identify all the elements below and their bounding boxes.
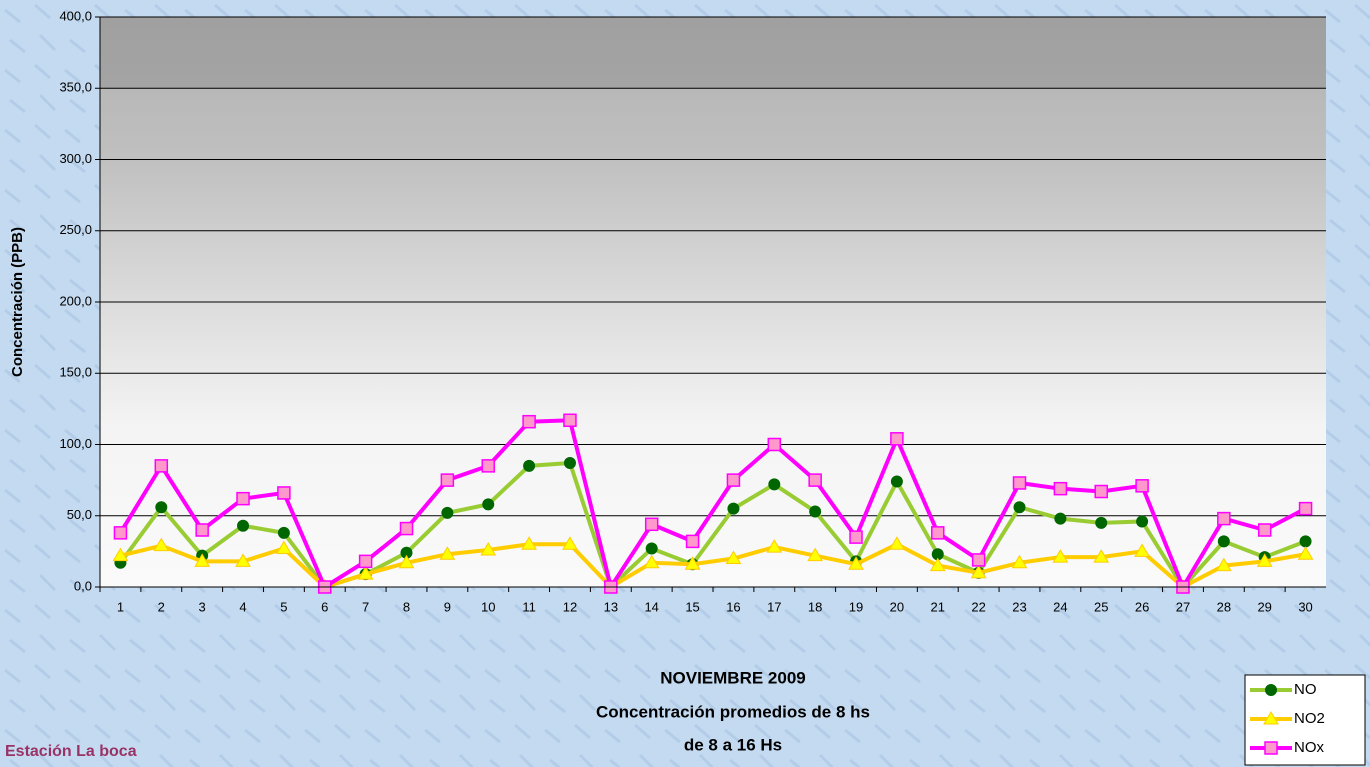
data-point (401, 523, 413, 535)
data-point (850, 531, 862, 543)
x-tick-label: 1 (117, 599, 124, 614)
x-tick-label: 13 (604, 599, 618, 614)
x-tick-label: 21 (931, 599, 945, 614)
data-point (1055, 513, 1066, 524)
x-tick-label: 20 (890, 599, 904, 614)
data-point (1095, 486, 1107, 498)
data-point (1014, 477, 1026, 489)
legend-label: NO (1294, 681, 1317, 698)
data-point (1096, 517, 1107, 528)
data-point (483, 499, 494, 510)
data-point (769, 479, 780, 490)
chart-subtitle: Concentración promedios de 8 hs (596, 702, 870, 721)
data-point (564, 414, 576, 426)
data-point (1218, 513, 1230, 525)
data-point (646, 543, 657, 554)
x-tick-label: 25 (1094, 599, 1108, 614)
data-point (1218, 536, 1229, 547)
data-point (727, 474, 739, 486)
x-tick-label: 28 (1217, 599, 1231, 614)
data-point (114, 527, 126, 539)
data-point (1014, 502, 1025, 513)
legend-marker (1266, 685, 1277, 696)
data-point (196, 524, 208, 536)
x-tick-label: 4 (239, 599, 246, 614)
data-point (442, 507, 453, 518)
legend-label: NOx (1294, 739, 1325, 756)
y-tick-label: 350,0 (59, 80, 92, 95)
data-point (278, 527, 289, 538)
x-tick-label: 18 (808, 599, 822, 614)
chart-title: NOVIEMBRE 2009 (660, 668, 806, 687)
y-tick-label: 400,0 (59, 8, 92, 23)
data-point (1136, 480, 1148, 492)
data-point (155, 460, 167, 472)
y-tick-label: 300,0 (59, 151, 92, 166)
x-tick-label: 14 (644, 599, 658, 614)
data-point (1259, 524, 1271, 536)
data-point (441, 474, 453, 486)
x-tick-label: 29 (1257, 599, 1271, 614)
x-tick-label: 12 (563, 599, 577, 614)
data-point (1300, 536, 1311, 547)
x-tick-label: 3 (199, 599, 206, 614)
data-point (524, 460, 535, 471)
x-tick-label: 30 (1298, 599, 1312, 614)
data-point (523, 416, 535, 428)
chart-subtitle: de 8 a 16 Hs (684, 735, 782, 754)
x-tick-label: 2 (158, 599, 165, 614)
data-point (360, 555, 372, 567)
data-point (768, 439, 780, 451)
data-point (1054, 483, 1066, 495)
data-point (1300, 503, 1312, 515)
legend-marker (1265, 742, 1277, 754)
data-point (237, 493, 249, 505)
data-point (482, 460, 494, 472)
x-tick-label: 9 (444, 599, 451, 614)
x-tick-label: 17 (767, 599, 781, 614)
x-tick-label: 22 (971, 599, 985, 614)
x-tick-label: 11 (522, 599, 536, 614)
data-point (278, 487, 290, 499)
x-tick-label: 16 (726, 599, 740, 614)
y-tick-label: 150,0 (59, 365, 92, 380)
y-tick-label: 250,0 (59, 222, 92, 237)
x-tick-label: 5 (280, 599, 287, 614)
data-point (809, 474, 821, 486)
x-tick-label: 19 (849, 599, 863, 614)
data-point (810, 506, 821, 517)
data-point (891, 476, 902, 487)
x-tick-label: 10 (481, 599, 495, 614)
x-tick-label: 26 (1135, 599, 1149, 614)
data-point (156, 502, 167, 513)
chart: Concentración (PPB) NOVIEMBRE 2009 Conce… (0, 0, 1370, 767)
data-point (891, 433, 903, 445)
x-tick-label: 23 (1012, 599, 1026, 614)
annotation: Estación La boca (5, 743, 137, 760)
x-tick-label: 7 (362, 599, 369, 614)
data-point (728, 503, 739, 514)
legend-label: NO2 (1294, 710, 1325, 727)
y-axis-label: Concentración (PPB) (9, 227, 26, 377)
data-point (564, 458, 575, 469)
y-tick-label: 50,0 (67, 507, 92, 522)
data-point (687, 535, 699, 547)
x-tick-label: 6 (321, 599, 328, 614)
data-point (646, 518, 658, 530)
y-tick-label: 0,0 (74, 578, 92, 593)
x-tick-label: 24 (1053, 599, 1067, 614)
y-tick-label: 200,0 (59, 293, 92, 308)
data-point (1137, 516, 1148, 527)
data-point (932, 527, 944, 539)
data-point (973, 554, 985, 566)
x-tick-label: 8 (403, 599, 410, 614)
data-point (238, 520, 249, 531)
x-tick-label: 27 (1176, 599, 1190, 614)
x-tick-label: 15 (685, 599, 699, 614)
y-tick-label: 100,0 (59, 436, 92, 451)
